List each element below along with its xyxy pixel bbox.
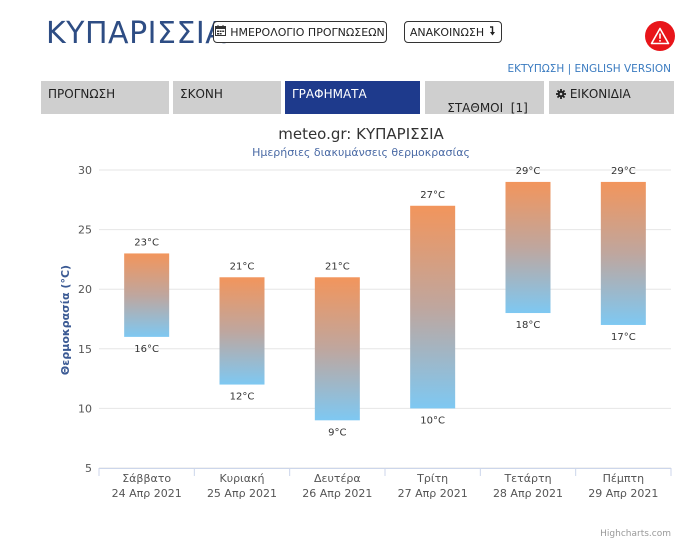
- print-link[interactable]: ΕΚΤΥΠΩΣΗ: [507, 63, 565, 75]
- y-tick-label: 10: [78, 402, 92, 415]
- temperature-bar[interactable]: [410, 205, 456, 409]
- y-tick-label: 30: [78, 164, 92, 177]
- chart-subtitle: Ημερήσιες διακυμάνσεις θερμοκρασίας: [252, 146, 470, 159]
- high-value-label: 27°C: [420, 190, 445, 201]
- tab-label: ΓΡΑΦΗΜΑΤΑ: [292, 87, 367, 101]
- calendar-icon: [215, 25, 227, 39]
- grid: 5 10 15 20 25 30: [78, 164, 671, 475]
- chart-title: meteo.gr: ΚΥΠΑΡΙΣΣΙΑ: [278, 125, 444, 143]
- announcement-label: ΑΝΑΚΟΙΝΩΣΗ: [409, 25, 485, 39]
- top-links: ΕΚΤΥΠΩΣΗ | ENGLISH VERSION: [508, 63, 672, 75]
- x-tick-date: 25 Απρ 2021: [207, 487, 277, 500]
- temperature-bar[interactable]: [124, 253, 170, 337]
- tab-forecast[interactable]: ΠΡΟΓΝΩΣΗ: [41, 81, 169, 114]
- warning-icon[interactable]: [645, 21, 675, 51]
- tab-icons[interactable]: ΕΙΚΟΝΙΔΙΑ: [549, 81, 674, 114]
- x-tick-day: Δευτέρα: [314, 472, 361, 485]
- tab-label: ΣΚΟΝΗ: [180, 87, 223, 101]
- x-tick-date: 24 Απρ 2021: [112, 487, 182, 500]
- x-tick-day: Τρίτη: [416, 472, 448, 485]
- gear-icon: [556, 88, 566, 102]
- link-separator: |: [567, 63, 572, 75]
- y-tick-label: 5: [85, 462, 92, 475]
- low-value-label: 18°C: [516, 320, 541, 331]
- page-title: ΚΥΠΑΡΙΣΣΙΑ: [46, 16, 227, 51]
- tab-label: ΠΡΟΓΝΩΣΗ: [48, 87, 116, 101]
- x-tick-date: 28 Απρ 2021: [493, 487, 563, 500]
- english-version-link[interactable]: ENGLISH VERSION: [574, 63, 671, 75]
- y-tick-label: 25: [78, 224, 92, 237]
- low-value-label: 9°C: [328, 427, 346, 438]
- arrow-down-icon: [489, 25, 496, 39]
- temperature-bar[interactable]: [314, 277, 360, 421]
- x-tick-date: 29 Απρ 2021: [588, 487, 658, 500]
- x-tick-day: Κυριακή: [220, 472, 265, 485]
- x-tick-date: 27 Απρ 2021: [398, 487, 468, 500]
- tab-label: ΣΤΑΘΜΟΙ [1]: [447, 101, 528, 115]
- low-value-label: 16°C: [134, 344, 159, 355]
- high-value-label: 23°C: [134, 237, 159, 248]
- high-value-label: 21°C: [325, 261, 350, 272]
- high-value-label: 21°C: [230, 261, 255, 272]
- temperature-chart: meteo.gr: ΚΥΠΑΡΙΣΣΙΑ Ημερήσιες διακυμάνσ…: [59, 125, 672, 500]
- tab-graphs[interactable]: ΓΡΑΦΗΜΑΤΑ: [285, 81, 420, 114]
- temperature-bar[interactable]: [600, 181, 646, 325]
- bars: 23°C 16°C 21°C 12°C 21°C 9°C 27°C 10°C 29°C 18°C 2…: [124, 166, 646, 438]
- low-value-label: 12°C: [230, 392, 255, 403]
- x-tick-day: Πέμπτη: [603, 472, 644, 485]
- low-value-label: 10°C: [420, 415, 445, 426]
- announcement-button[interactable]: ΑΝΑΚΟΙΝΩΣΗ: [404, 21, 502, 43]
- x-axis: Σάββατο 24 Απρ 2021 Κυριακή 25 Απρ 2021 Δευτ…: [98, 468, 672, 500]
- highcharts-credit[interactable]: Highcharts.com: [600, 529, 671, 539]
- low-value-label: 17°C: [611, 332, 636, 343]
- y-tick-label: 15: [78, 343, 92, 356]
- temperature-bar[interactable]: [505, 181, 551, 314]
- forecast-calendar-label: ΗΜΕΡΟΛΟΓΙΟ ΠΡΟΓΝΩΣΕΩΝ: [230, 25, 385, 39]
- tab-label: ΕΙΚΟΝΙΔΙΑ: [569, 87, 631, 101]
- high-value-label: 29°C: [516, 166, 541, 177]
- tab-stations[interactable]: ΣΤΑΘΜΟΙ [1]: [425, 81, 544, 115]
- temperature-bar[interactable]: [219, 277, 265, 385]
- forecast-calendar-button[interactable]: ΗΜΕΡΟΛΟΓΙΟ ΠΡΟΓΝΩΣΕΩΝ: [213, 21, 387, 43]
- high-value-label: 29°C: [611, 166, 636, 177]
- tab-dust[interactable]: ΣΚΟΝΗ: [173, 81, 281, 114]
- y-tick-label: 20: [78, 283, 92, 296]
- x-tick-day: Σάββατο: [122, 472, 171, 485]
- x-tick-date: 26 Απρ 2021: [302, 487, 372, 500]
- y-axis-label: Θερμοκρασία (°C): [59, 265, 72, 375]
- x-tick-day: Τετάρτη: [503, 472, 551, 485]
